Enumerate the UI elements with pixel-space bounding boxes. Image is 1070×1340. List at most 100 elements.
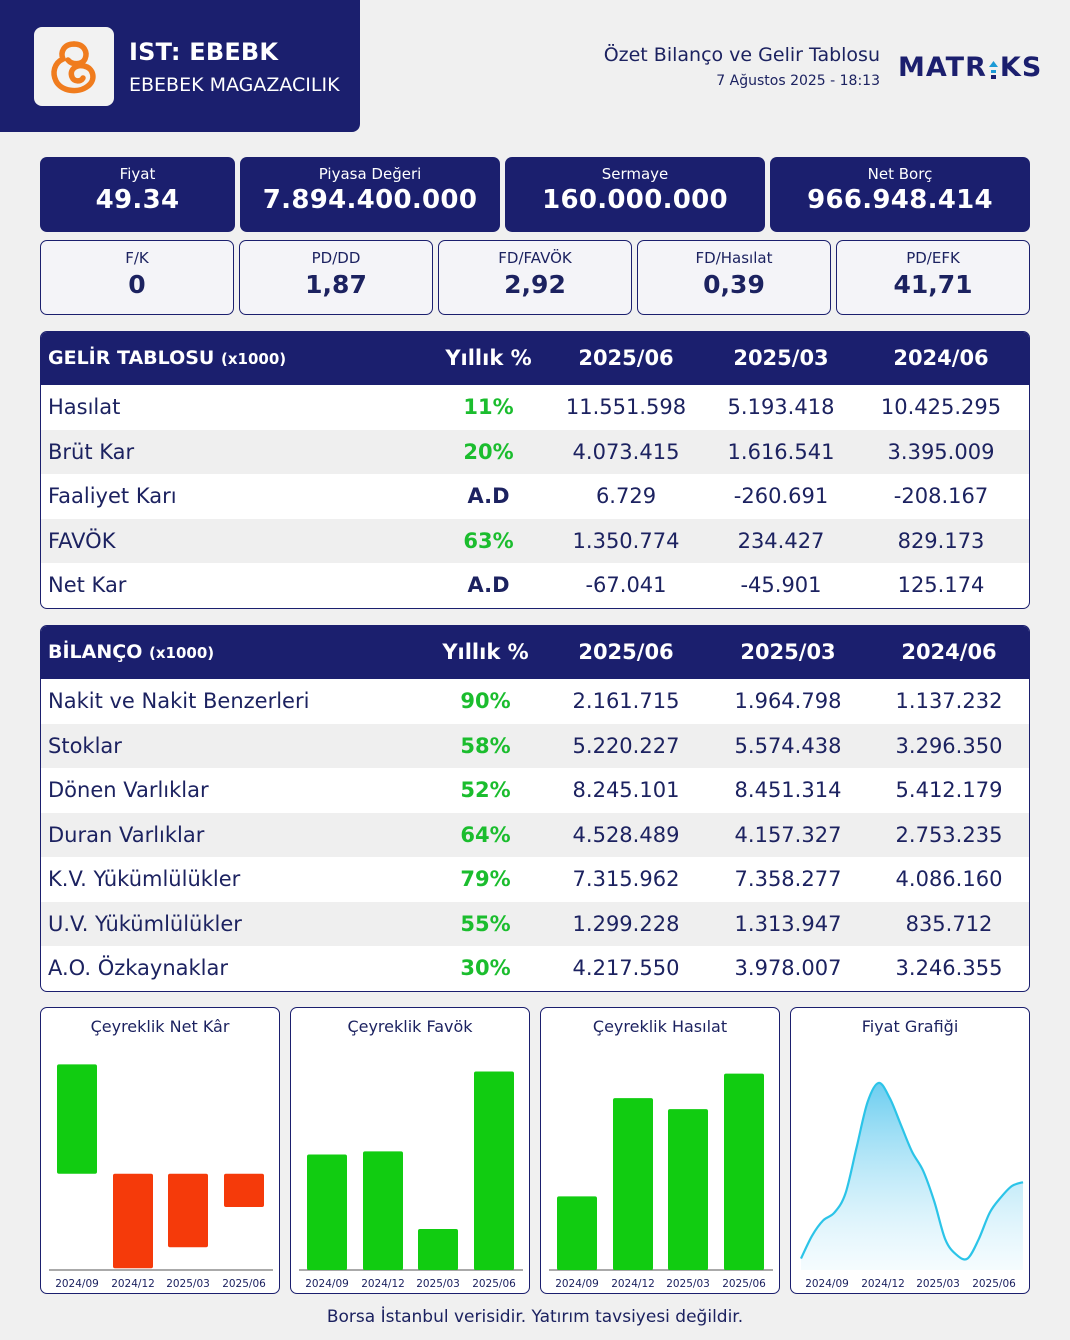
stat-label: Fiyat (119, 165, 156, 183)
chart-title: Çeyreklik Net Kâr (90, 1017, 230, 1036)
row-label: U.V. Yükümlülükler (48, 911, 242, 936)
table-row: Dönen Varlıklar 52% 8.245.101 8.451.314 5.41… (41, 768, 1029, 813)
ratio-value: 41,71 (893, 270, 973, 299)
table-row: Net Kar A.D -67.041 -45.901 125.174 (41, 563, 1029, 608)
ratio-label: FD/FAVÖK (498, 249, 572, 267)
cell-value: 829.173 (897, 528, 985, 553)
chart-title: Çeyreklik Favök (347, 1017, 473, 1036)
ratio-label: FD/Hasılat (695, 249, 773, 267)
company-logo (34, 27, 114, 106)
column-header-yoy: Yıllık % (445, 346, 532, 370)
cell-value: 1.137.232 (895, 689, 1003, 713)
x-tick-label: 2025/06 (472, 1278, 516, 1290)
chart-svg: 2024/09 2024/12 2025/03 2025/06 (299, 1071, 523, 1290)
balance-sheet-table: BİLANÇO (x1000) Yıllık % 2025/06 2025/03… (40, 625, 1030, 992)
x-tick-label: 2025/06 (972, 1278, 1016, 1290)
cell-value: 1.964.798 (734, 689, 842, 713)
cell-value: 8.245.101 (572, 778, 680, 802)
chart-svg: 2024/09 2024/12 2025/03 2025/06 (49, 1064, 273, 1290)
x-tick-label: 2025/03 (916, 1278, 960, 1290)
cell-value: 10.425.295 (880, 395, 1002, 419)
cell-value: 4.528.489 (572, 822, 680, 847)
stat-value: 7.894.400.000 (262, 185, 478, 215)
row-label: Brüt Kar (48, 439, 135, 464)
cell-value: 11.551.598 (565, 395, 687, 419)
table-header: GELİR TABLOSU (x1000) Yıllık % 2025/06 2… (41, 332, 1029, 385)
cell-value: 5.574.438 (734, 733, 842, 758)
chart-svg: 2024/09 2024/12 2025/03 2025/06 (800, 1081, 1024, 1290)
cell-value: 3.296.350 (895, 733, 1003, 758)
bar-2025/03 (168, 1173, 208, 1248)
x-tick-label: 2025/06 (722, 1278, 766, 1290)
ratio-value: 2,92 (504, 270, 566, 299)
bar-2025/06 (224, 1173, 264, 1207)
cell-value: -67.041 (585, 573, 667, 597)
ratio-pddd: PD/DD 1,87 (239, 240, 433, 315)
chart-title: Fiyat Grafiği (861, 1017, 959, 1036)
yoy-change: 58% (460, 733, 511, 758)
ratio-label: PD/EFK (906, 249, 960, 267)
bar-2024/12 (613, 1098, 653, 1270)
table-row: Faaliyet Karı A.D 6.729 -260.691 -208.167 (41, 474, 1029, 519)
stat-label: Net Borç (867, 165, 933, 183)
stat-market-cap: Piyasa Değeri 7.894.400.000 (240, 157, 500, 232)
cell-value: 4.073.415 (572, 439, 680, 464)
x-tick-label: 2024/12 (111, 1278, 155, 1290)
table-title: BİLANÇO (x1000) (48, 641, 215, 663)
cell-value: 2.161.715 (572, 689, 680, 713)
header-card: IST: EBEBK EBEBEK MAGAZACILIK (0, 0, 360, 132)
chart-title: Çeyreklik Hasılat (592, 1017, 728, 1036)
table-row: Hasılat 11% 11.551.598 5.193.418 10.425.295 (41, 385, 1029, 430)
bar-2025/06 (724, 1073, 764, 1270)
cell-value: 1.616.541 (727, 439, 835, 464)
stat-value: 966.948.414 (807, 185, 993, 215)
cell-value: 5.193.418 (727, 395, 835, 419)
company-name: EBEBEK MAGAZACILIK (129, 74, 340, 96)
stat-value: 160.000.000 (542, 185, 728, 215)
brand-text-left: MATR (898, 52, 987, 83)
report-title: Özet Bilanço ve Gelir Tablosu (603, 44, 880, 66)
stat-net-debt: Net Borç 966.948.414 (770, 157, 1030, 232)
row-label: K.V. Yükümlülükler (48, 867, 241, 891)
stat-label: Sermaye (601, 165, 669, 183)
x-tick-label: 2024/12 (361, 1278, 405, 1290)
ticker-symbol: IST: EBEBK (129, 38, 279, 66)
cell-value: 1.299.228 (572, 911, 680, 936)
cell-value: 7.315.962 (572, 867, 680, 891)
table-unit: (x1000) (221, 350, 287, 368)
cell-value: 8.451.314 (734, 778, 842, 802)
cell-value: 4.086.160 (895, 867, 1003, 891)
table-row: Duran Varlıklar 64% 4.528.489 4.157.327 2.75… (41, 812, 1029, 857)
column-header-yoy: Yıllık % (442, 640, 529, 664)
x-tick-label: 2025/03 (666, 1278, 710, 1290)
chart-quarterly-revenue: Çeyreklik Hasılat 2024/09 2024/12 2025/03 2… (540, 1007, 780, 1294)
column-header-period: 2025/03 (740, 640, 836, 664)
ratio-value: 0 (128, 270, 146, 299)
ratio-fk: F/K 0 (40, 240, 234, 315)
cell-value: -260.691 (733, 484, 829, 508)
x-tick-label: 2024/09 (55, 1278, 99, 1290)
column-header-period: 2025/06 (578, 640, 674, 664)
yoy-change: 11% (463, 395, 514, 419)
bar-2024/12 (113, 1173, 153, 1269)
row-label: A.O. Özkaynaklar (48, 956, 229, 980)
x-tick-label: 2024/09 (805, 1278, 849, 1290)
row-label: FAVÖK (48, 528, 116, 553)
disclaimer-footer: Borsa İstanbul verisidir. Yatırım tavsiy… (326, 1307, 744, 1327)
ratio-fd-favok: FD/FAVÖK 2,92 (438, 240, 632, 315)
x-tick-label: 2025/06 (222, 1278, 266, 1290)
ratio-fd-hasilat: FD/Hasılat 0,39 (637, 240, 831, 315)
cell-value: 1.350.774 (572, 528, 680, 553)
yoy-change: 64% (460, 822, 511, 847)
row-label: Dönen Varlıklar (48, 778, 209, 802)
cell-value: 835.712 (905, 911, 993, 936)
price-line (800, 1081, 1024, 1261)
yoy-change: 79% (460, 867, 511, 891)
column-header-period: 2025/06 (578, 346, 674, 370)
chart-price: Fiyat Grafiği 2024/09 2024/12 2025/03 2025/… (790, 1007, 1030, 1294)
table-row: Stoklar 58% 5.220.227 5.574.438 3.296.350 (41, 723, 1029, 768)
cell-value: 4.157.327 (734, 822, 842, 847)
table-row: K.V. Yükümlülükler 79% 7.315.962 7.358.277 4… (41, 857, 1029, 902)
cell-value: 5.220.227 (572, 733, 680, 758)
stat-label: Piyasa Değeri (318, 165, 422, 183)
